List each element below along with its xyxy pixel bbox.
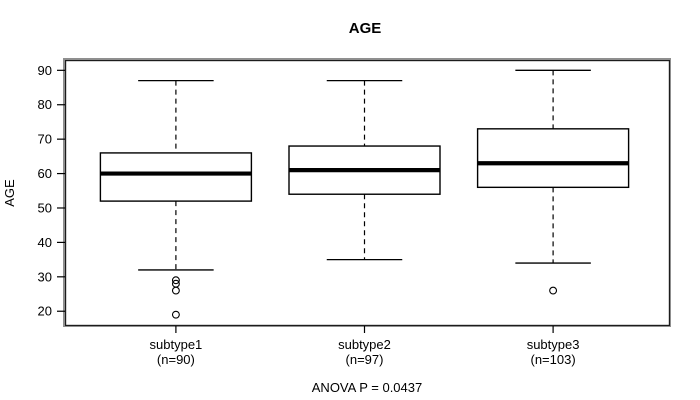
anova-annotation: ANOVA P = 0.0437 — [312, 380, 422, 395]
x-category-sublabel: (n=90) — [157, 352, 195, 367]
plot-area-inner-border — [64, 59, 670, 326]
chart-title: AGE — [349, 20, 382, 37]
y-tick-label: 30 — [38, 269, 52, 284]
y-tick-label: 80 — [38, 97, 52, 112]
x-category-sublabel: (n=97) — [346, 352, 384, 367]
outlier-point — [171, 286, 180, 295]
y-axis-label: AGE — [2, 179, 17, 207]
x-category-sublabel: (n=103) — [531, 352, 576, 367]
x-category-label: subtype2 — [338, 337, 391, 352]
y-tick-label: 50 — [38, 200, 52, 215]
outlier-point — [549, 286, 558, 295]
y-tick-label: 20 — [38, 304, 52, 319]
outlier-point — [171, 276, 180, 285]
iqr-box — [99, 152, 253, 202]
y-tick-label: 40 — [38, 235, 52, 250]
y-tick-label: 90 — [38, 63, 52, 78]
y-tick-label: 70 — [38, 132, 52, 147]
outlier-point — [171, 310, 180, 319]
x-category-label: subtype3 — [527, 337, 580, 352]
iqr-box — [476, 128, 630, 189]
x-category-label: subtype1 — [150, 337, 203, 352]
y-tick-label: 60 — [38, 166, 52, 181]
